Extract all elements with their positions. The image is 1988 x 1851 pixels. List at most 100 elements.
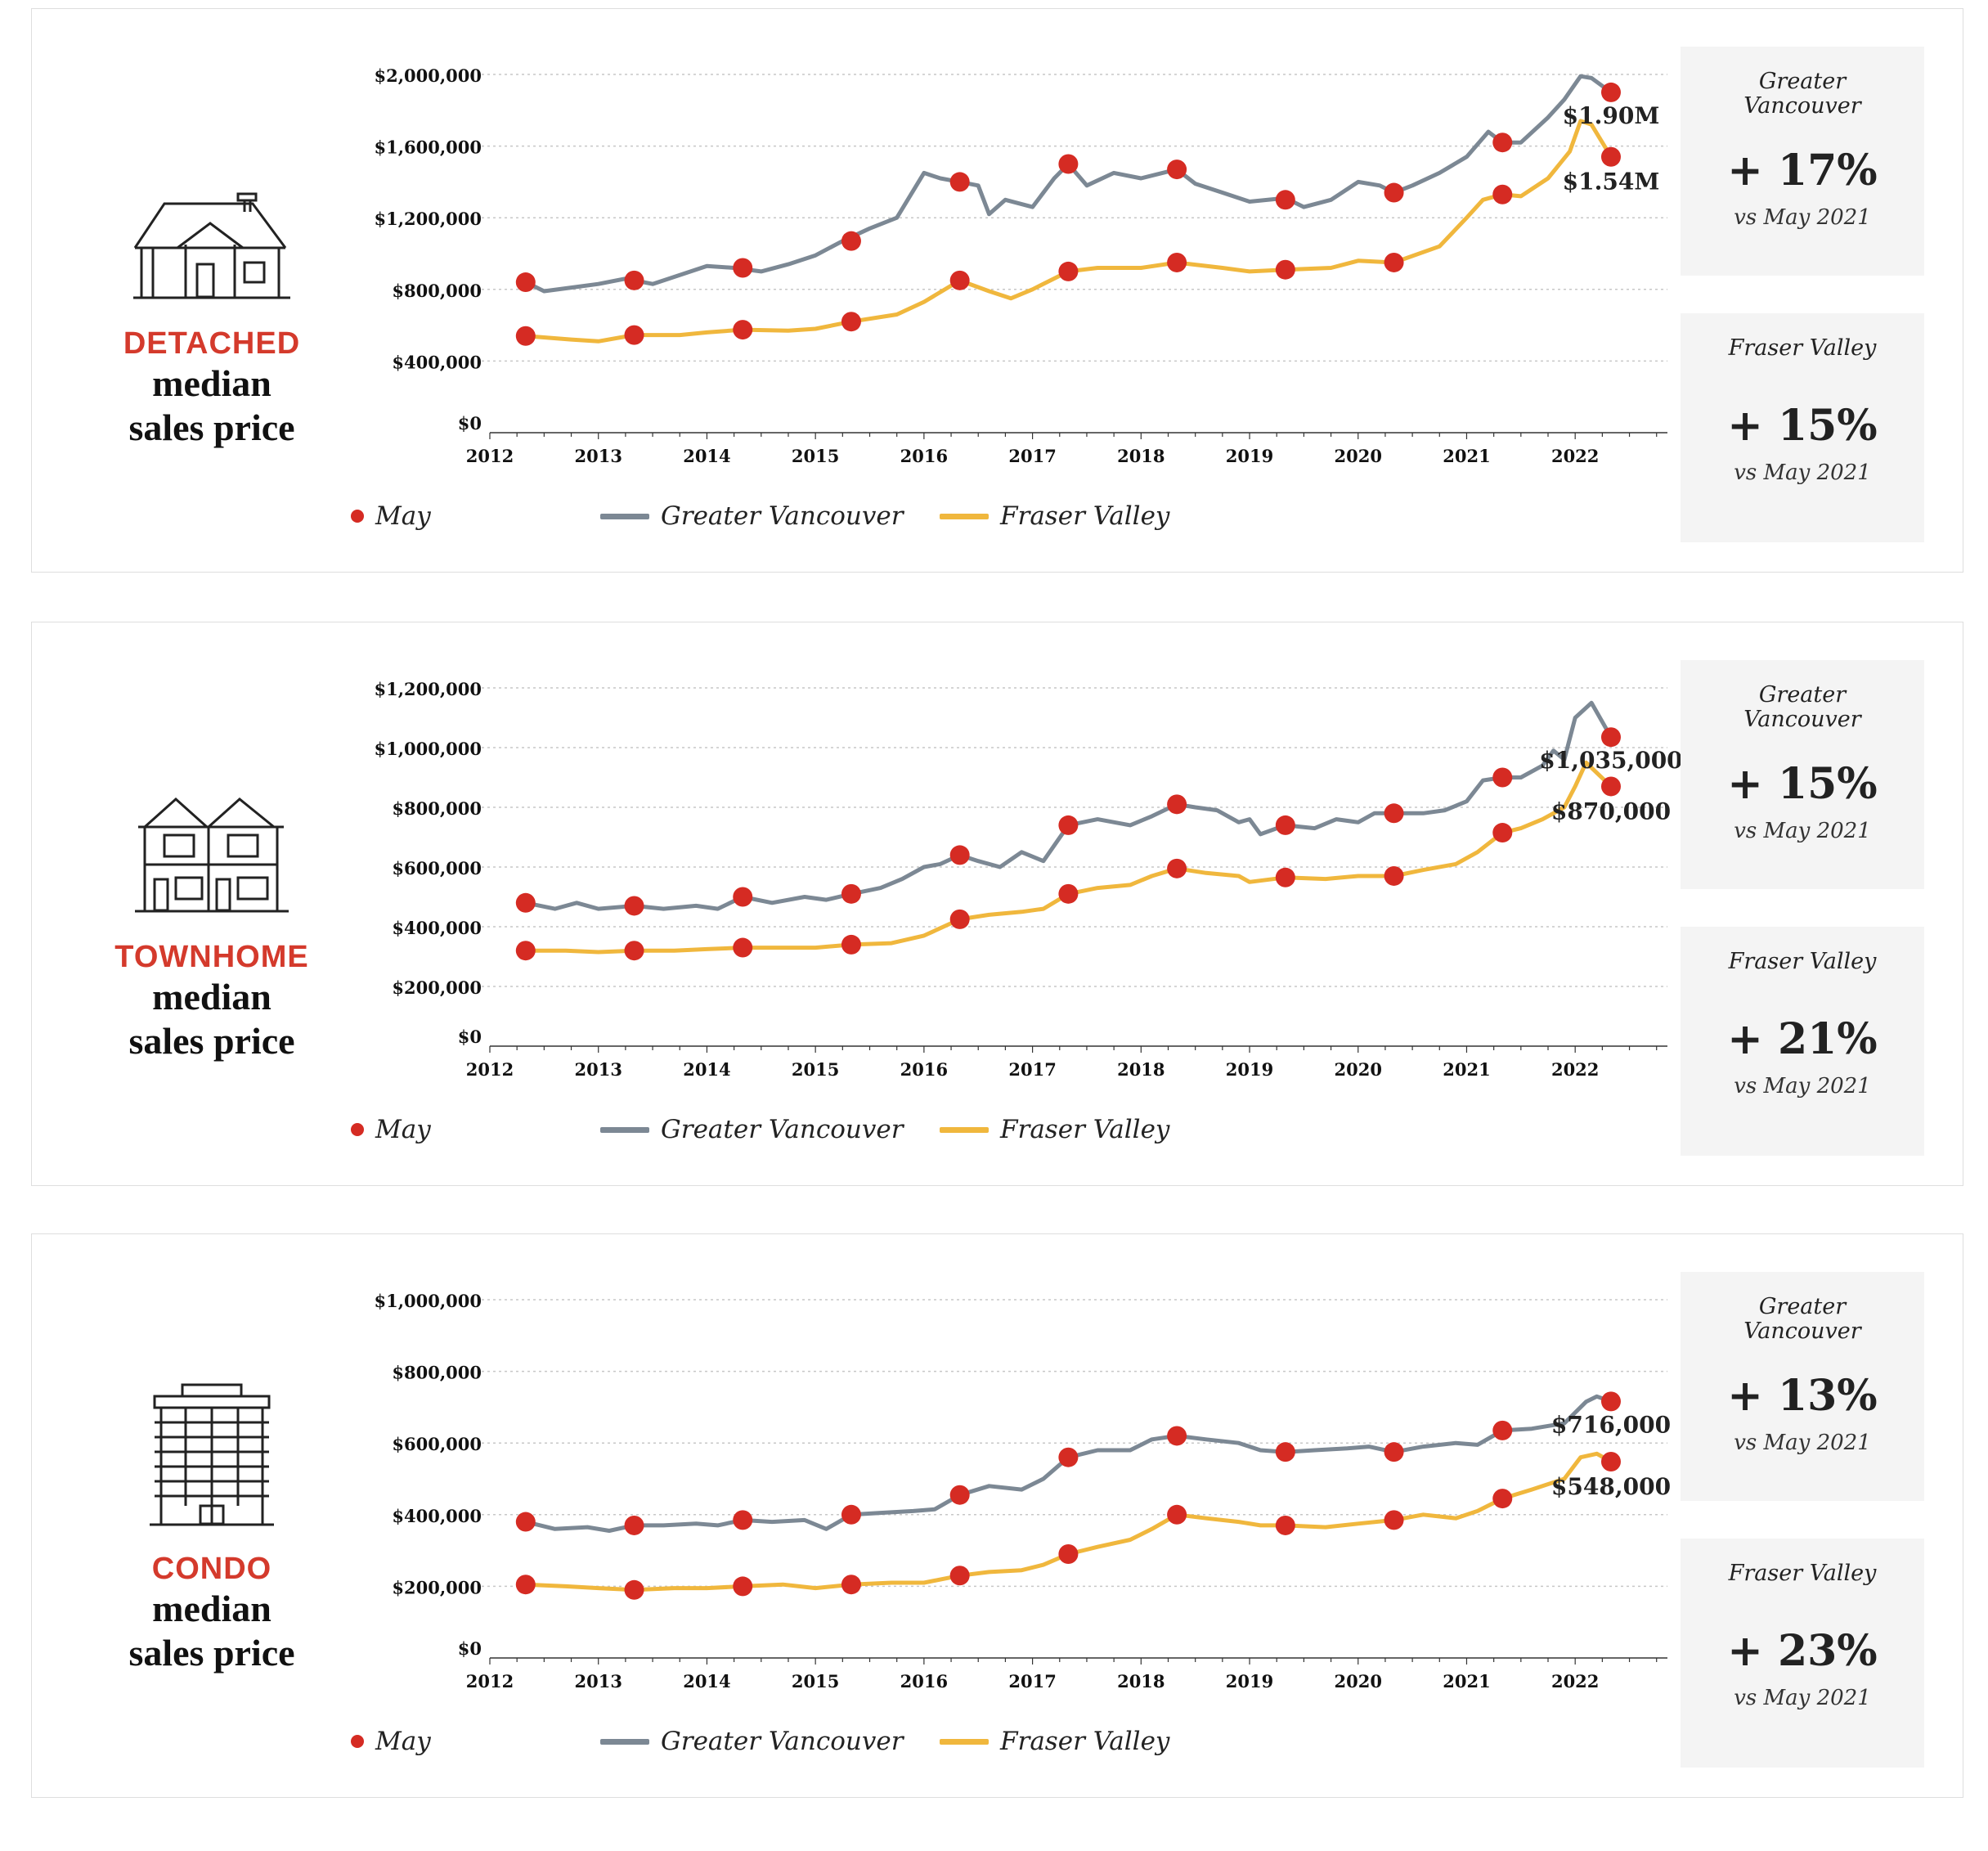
may-marker-gv	[515, 892, 536, 913]
subtitle-line: median	[152, 362, 271, 404]
y-tick-label: $200,000	[392, 977, 482, 998]
fv-end-value-label: $870,000	[1551, 797, 1671, 824]
may-marker-fv	[1275, 1515, 1295, 1535]
legend-may: May	[351, 500, 431, 532]
x-tick-label: 2016	[900, 446, 948, 466]
may-marker-fv	[1058, 1543, 1079, 1564]
may-marker-gv	[1275, 815, 1295, 835]
may-marker-fv	[515, 1575, 536, 1595]
may-marker-gv	[1492, 133, 1513, 153]
may-marker-fv	[1492, 1489, 1513, 1509]
may-marker-fv	[624, 325, 644, 345]
may-marker-fv	[1275, 867, 1295, 887]
x-tick-label: 2022	[1551, 1059, 1599, 1080]
may-marker-gv	[1384, 182, 1404, 203]
y-tick-label: $0	[458, 1638, 482, 1659]
x-tick-label: 2016	[900, 1059, 948, 1080]
y-tick-label: $1,600,000	[374, 137, 482, 158]
fv-line-swatch	[940, 1126, 989, 1133]
fv-change-box: Fraser Valley + 23% vs May 2021	[1681, 1539, 1924, 1768]
y-tick-label: $1,200,000	[374, 679, 482, 699]
may-marker-fv	[949, 1566, 970, 1586]
may-marker-icon	[351, 1735, 364, 1748]
may-marker-fv	[1384, 1510, 1404, 1530]
legend-may: May	[351, 1113, 431, 1146]
detached-line-chart: $0 $400,000 $800,000 $1,200,000 $1,600,000 $2…	[374, 65, 1667, 466]
x-tick-label: 2013	[574, 446, 622, 466]
may-marker-gv	[1492, 767, 1513, 788]
region-name: Fraser Valley	[1728, 949, 1877, 974]
gv-line-swatch	[600, 513, 649, 519]
region-name: Fraser Valley	[1728, 335, 1877, 361]
may-marker-fv	[1600, 776, 1621, 797]
may-marker-fv	[949, 909, 970, 929]
townhome-icon	[81, 778, 343, 917]
fraser-valley-series-line	[523, 1451, 1613, 1593]
legend-gv-label: Greater Vancouver	[661, 1115, 904, 1144]
legend-may-label: May	[375, 1115, 431, 1144]
gv-end-value-label: $716,000	[1551, 1411, 1671, 1438]
detached-panel: DETACHED median sales price $0 $400,000 $8…	[31, 8, 1963, 573]
x-tick-label: 2017	[1008, 1059, 1056, 1080]
greater-vancouver-series-line	[523, 74, 1613, 294]
x-tick-label: 2017	[1008, 1671, 1056, 1692]
x-tick-label: 2018	[1117, 1671, 1165, 1692]
gv-line-swatch	[600, 1126, 649, 1133]
townhome-line-chart: $0 $200,000 $400,000 $600,000 $800,000 $1,000…	[374, 679, 1682, 1080]
may-marker-fv	[1600, 146, 1621, 167]
may-marker-gv	[1058, 1447, 1079, 1467]
x-tick-label: 2018	[1117, 446, 1165, 466]
region-name: Vancouver	[1743, 707, 1861, 732]
legend-gv: Greater Vancouver	[600, 500, 904, 532]
category-label: TOWNHOME	[114, 940, 309, 974]
gv-line-swatch	[600, 1738, 649, 1745]
fv-change-box: Fraser Valley + 21% vs May 2021	[1681, 927, 1924, 1156]
may-marker-fv	[841, 1575, 861, 1595]
may-marker-fv	[841, 312, 861, 332]
may-marker-gv	[841, 1504, 861, 1525]
x-tick-label: 2022	[1551, 1671, 1599, 1692]
y-tick-label: $600,000	[392, 858, 482, 878]
legend-may-label: May	[375, 1727, 431, 1756]
x-tick-label: 2020	[1335, 446, 1382, 466]
legend-may: May	[351, 1725, 431, 1758]
may-marker-gv	[733, 1510, 753, 1530]
x-tick-label: 2019	[1226, 1671, 1273, 1692]
may-marker-fv	[1058, 883, 1079, 904]
condo-icon	[81, 1383, 343, 1529]
y-tick-label: $0	[458, 413, 482, 434]
x-tick-label: 2014	[683, 446, 730, 466]
legend-fv: Fraser Valley	[940, 500, 1169, 532]
y-tick-label: $0	[458, 1027, 482, 1047]
region-name: Greater	[1758, 1294, 1847, 1319]
comparison-note: vs May 2021	[1734, 1074, 1871, 1098]
may-marker-fv	[733, 937, 753, 958]
may-marker-gv	[1275, 1442, 1295, 1462]
x-tick-label: 2013	[574, 1059, 622, 1080]
fraser-valley-series-line	[523, 119, 1613, 344]
fv-line-swatch	[940, 513, 989, 519]
percent-change: + 17%	[1727, 146, 1878, 195]
may-marker-fv	[949, 270, 970, 290]
comparison-note: vs May 2021	[1734, 1686, 1871, 1710]
x-tick-label: 2019	[1226, 1059, 1273, 1080]
legend-fv: Fraser Valley	[940, 1113, 1169, 1146]
y-tick-label: $800,000	[392, 281, 482, 301]
legend-fv-label: Fraser Valley	[1000, 1115, 1170, 1144]
condo-heading: CONDO median sales price	[81, 1383, 343, 1673]
x-tick-label: 2020	[1335, 1671, 1382, 1692]
legend-fv-label: Fraser Valley	[1000, 501, 1170, 531]
percent-change: + 21%	[1727, 1014, 1878, 1064]
x-tick-label: 2015	[792, 1059, 839, 1080]
category-label: DETACHED	[123, 326, 301, 361]
may-marker-gv	[1167, 1426, 1187, 1446]
may-marker-gv	[949, 1485, 970, 1505]
comparison-note: vs May 2021	[1734, 1431, 1871, 1455]
condo-panel: CONDO median sales price $0 $200,000 $400,…	[31, 1233, 1963, 1798]
gv-end-value-label: $1,035,000	[1539, 747, 1682, 774]
may-marker-fv	[1384, 865, 1404, 886]
fv-end-value-label: $548,000	[1551, 1473, 1671, 1500]
y-tick-label: $400,000	[392, 918, 482, 938]
percent-change: + 13%	[1727, 1371, 1878, 1421]
may-marker-fv	[1492, 184, 1513, 204]
